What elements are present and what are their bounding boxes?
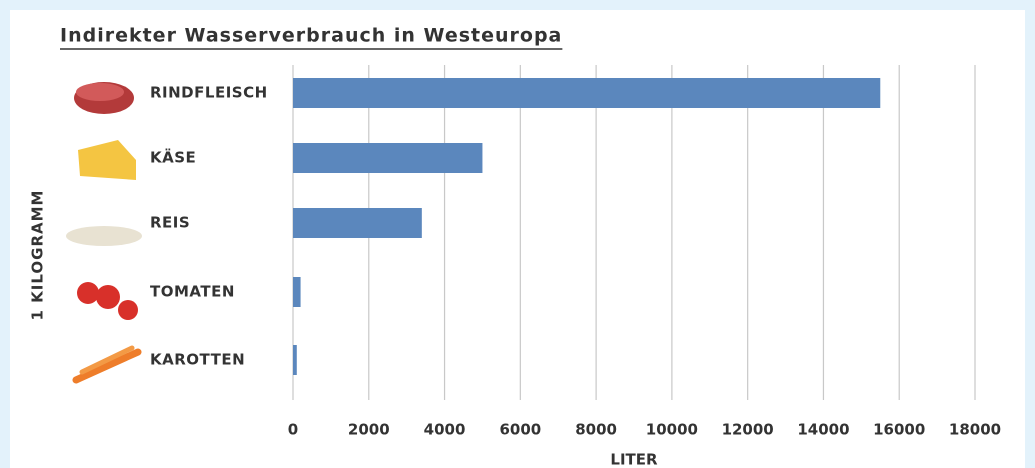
x-tick-label: 10000: [646, 421, 698, 439]
category-label: TOMATEN: [150, 283, 235, 301]
icon-tomato: [118, 300, 138, 320]
icon-tomato: [77, 282, 99, 304]
x-tick-label: 2000: [348, 421, 390, 439]
category-label: REIS: [150, 214, 190, 232]
bar: [293, 208, 422, 238]
icon-tomato: [96, 285, 120, 309]
bar: [293, 143, 482, 173]
x-tick-label: 8000: [575, 421, 617, 439]
chart: Indirekter Wasserverbrauch in Westeuropa…: [0, 0, 1035, 468]
icon-beef-top: [76, 83, 124, 101]
bar: [293, 277, 301, 307]
icon-rice: [66, 226, 142, 246]
bar: [293, 78, 880, 108]
x-tick-label: 6000: [499, 421, 541, 439]
x-tick-label: 18000: [949, 421, 1001, 439]
chart-title: Indirekter Wasserverbrauch in Westeuropa: [60, 25, 562, 47]
category-label: KAROTTEN: [150, 351, 245, 369]
bar: [293, 345, 297, 375]
page: Indirekter Wasserverbrauch in Westeuropa…: [0, 0, 1035, 468]
x-tick-label: 4000: [424, 421, 466, 439]
x-axis-label: LITER: [610, 451, 658, 468]
category-label: RINDFLEISCH: [150, 84, 268, 102]
category-label: KÄSE: [150, 148, 196, 167]
x-tick-label: 12000: [722, 421, 774, 439]
x-tick-label: 0: [288, 421, 298, 439]
x-tick-label: 16000: [873, 421, 925, 439]
y-axis-label: 1 KILOGRAMM: [29, 190, 47, 321]
x-tick-label: 14000: [797, 421, 849, 439]
